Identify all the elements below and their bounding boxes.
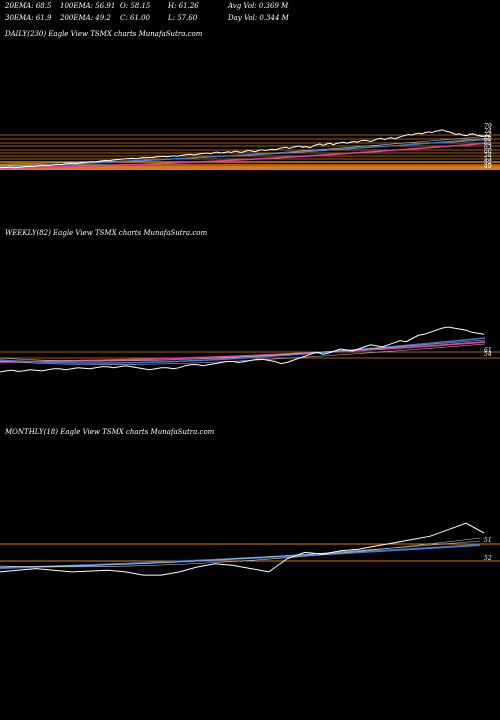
monthly-panel-title: MONTHLY(18) Eagle View TSMX charts Munaf… xyxy=(5,428,215,436)
header-row2-item: Day Vol: 0.344 M xyxy=(228,14,289,22)
header-row2-item: C: 61.00 xyxy=(120,14,150,22)
daily-level-label: 74 xyxy=(484,128,492,135)
daily-level-label: 53 xyxy=(484,156,492,163)
weekly-ema-blue-line xyxy=(0,337,486,364)
daily-ema-pink-line xyxy=(0,142,491,169)
monthly-price-line xyxy=(0,522,485,576)
weekly-level-label: 61 xyxy=(484,347,492,354)
weekly-price-line xyxy=(0,326,485,373)
daily-level-band xyxy=(0,166,500,170)
daily-level-label: 52 xyxy=(484,159,492,166)
header-row1-item: Avg Vol: 0.369 M xyxy=(228,2,289,10)
daily-level-label: 49 xyxy=(483,163,492,170)
daily-ema-blue-line xyxy=(0,139,491,168)
header-row2-item: L: 57.60 xyxy=(168,14,198,22)
daily-level-label: 65 xyxy=(484,140,492,147)
daily-level-label: 79 xyxy=(484,123,492,130)
daily-level-label: 72 xyxy=(484,132,492,139)
daily-level-label: 58 xyxy=(484,152,492,159)
weekly-level-label: 54 xyxy=(484,351,492,358)
monthly-level-label: 51 xyxy=(484,537,492,544)
daily-price-line xyxy=(0,129,491,169)
monthly-ema-thin-line xyxy=(0,540,481,568)
header-row1-item: O: 58.15 xyxy=(120,2,151,10)
weekly-ema-thin-line xyxy=(0,339,486,362)
daily-level-label: 69 xyxy=(484,136,492,143)
weekly-panel-title: WEEKLY(82) Eagle View TSMX charts Munafa… xyxy=(5,229,208,237)
header-row2-item: 30EMA: 61.9 xyxy=(5,14,52,22)
weekly-ema-pink-line xyxy=(0,341,486,363)
header-row1-item: 100EMA: 56.91 xyxy=(60,2,116,10)
header-row2-item: 200EMA: 49.2 xyxy=(60,14,111,22)
monthly-level-label: 52 xyxy=(484,555,492,562)
daily-level-label: 60 xyxy=(484,148,492,155)
monthly-ema-thin-line xyxy=(0,537,481,568)
header-row1-item: 20EMA: 68.5 xyxy=(5,2,52,10)
weekly-ema-thin-line xyxy=(0,343,486,365)
daily-level-label: 63 xyxy=(484,144,492,151)
monthly-ema-blue-line xyxy=(0,544,481,569)
daily-panel-title: DAILY(230) Eagle View TSMX charts Munafa… xyxy=(5,30,203,38)
header-row1-item: H: 61.26 xyxy=(168,2,199,10)
